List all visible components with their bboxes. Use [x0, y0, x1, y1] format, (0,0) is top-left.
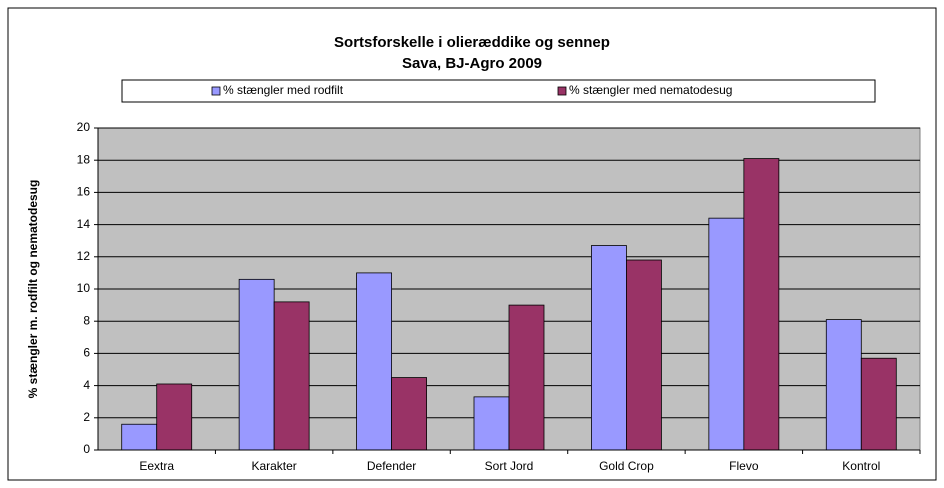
legend-swatch	[211, 86, 221, 96]
y-tick-label: 10	[77, 281, 91, 295]
bar	[591, 245, 627, 451]
bar	[156, 383, 193, 451]
y-axis-label: % stængler m. rodfilt og nematodesug	[26, 180, 40, 399]
legend-swatch	[557, 86, 567, 96]
bar	[825, 319, 862, 451]
legend-label: % stængler med rodfilt	[223, 83, 344, 97]
chart-subtitle: Sava, BJ-Agro 2009	[402, 55, 542, 72]
y-tick-label: 16	[77, 185, 91, 199]
y-tick-label: 2	[83, 410, 90, 424]
bar	[273, 301, 310, 451]
x-tick-label: Eextra	[139, 459, 174, 473]
x-tick-label: Karakter	[251, 459, 296, 473]
y-tick-label: 6	[83, 346, 90, 360]
legend-box	[121, 79, 876, 103]
bar	[356, 272, 392, 451]
x-tick-label: Flevo	[729, 459, 759, 473]
legend-label: % stængler med nematodesug	[569, 83, 732, 97]
bar	[743, 158, 780, 451]
bar	[626, 259, 662, 451]
y-tick-label: 12	[77, 249, 91, 263]
x-tick-label: Sort Jord	[485, 459, 534, 473]
bar	[238, 278, 275, 451]
x-tick-label: Kontrol	[842, 459, 880, 473]
y-tick-label: 18	[77, 152, 91, 166]
x-tick-label: Defender	[367, 459, 416, 473]
x-tick-label: Gold Crop	[599, 459, 654, 473]
y-tick-label: 0	[83, 442, 90, 456]
y-tick-label: 4	[83, 378, 90, 392]
bar	[121, 423, 158, 451]
y-tick-label: 14	[77, 217, 91, 231]
bar	[473, 396, 510, 451]
chart-title: Sortsforskelle i olieræddike og sennep	[334, 34, 610, 51]
bar	[391, 377, 427, 451]
bar	[508, 304, 545, 451]
bar	[860, 357, 897, 451]
y-tick-label: 8	[83, 313, 90, 327]
y-tick-label: 20	[77, 120, 91, 134]
bar	[708, 217, 745, 451]
